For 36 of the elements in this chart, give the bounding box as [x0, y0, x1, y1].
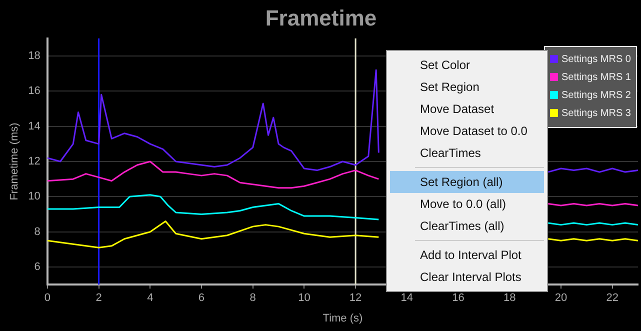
annotation: ClearTimes (all): [419, 218, 506, 235]
x-tick-label: 20: [554, 292, 568, 304]
x-tick-label: 16: [452, 292, 464, 304]
x-tick-label: 0: [44, 292, 50, 304]
x-tick-label: 8: [250, 292, 256, 304]
annotation: Clear Interval Plots: [419, 269, 522, 286]
x-tick-label: 22: [606, 292, 618, 304]
legend-label: Settings MRS 2: [560, 89, 631, 103]
y-tick-label: 16: [28, 85, 40, 98]
legend-label: Settings MRS 1: [560, 71, 631, 85]
x-tick-label: 14: [400, 292, 414, 304]
y-tick-label: 12: [28, 156, 40, 168]
x-tick-label: 18: [503, 292, 516, 304]
annotation: Set Color: [419, 57, 472, 74]
legend-label: Settings MRS 0: [560, 53, 631, 67]
y-tick-label: 8: [34, 226, 40, 238]
annotation: Move to 0.0 (all): [419, 196, 508, 213]
x-tick-label: 12: [349, 292, 362, 304]
chart-title: Frametime: [265, 5, 377, 30]
annotation: Set Region: [419, 79, 480, 96]
annotation: Move Dataset to 0.0: [419, 123, 528, 140]
y-tick-label: 10: [28, 190, 40, 203]
annotation: Move Dataset: [419, 101, 496, 118]
annotation: Set Region (all): [390, 171, 544, 193]
x-tick-label: 6: [198, 292, 205, 304]
annotation: Add to Interval Plot: [419, 247, 522, 264]
x-axis-title: Time (s): [322, 312, 363, 324]
legend-label: Settings MRS 3: [560, 107, 631, 121]
y-tick-label: 18: [28, 50, 40, 62]
y-tick-label: 14: [28, 120, 40, 132]
x-tick-label: 2: [96, 292, 102, 304]
y-axis-title: Frametime (ms): [8, 122, 21, 200]
y-tick-label: 6: [34, 261, 40, 274]
x-tick-label: 4: [147, 292, 154, 304]
annotation: ClearTimes: [419, 145, 482, 162]
x-tick-label: 10: [298, 292, 310, 304]
